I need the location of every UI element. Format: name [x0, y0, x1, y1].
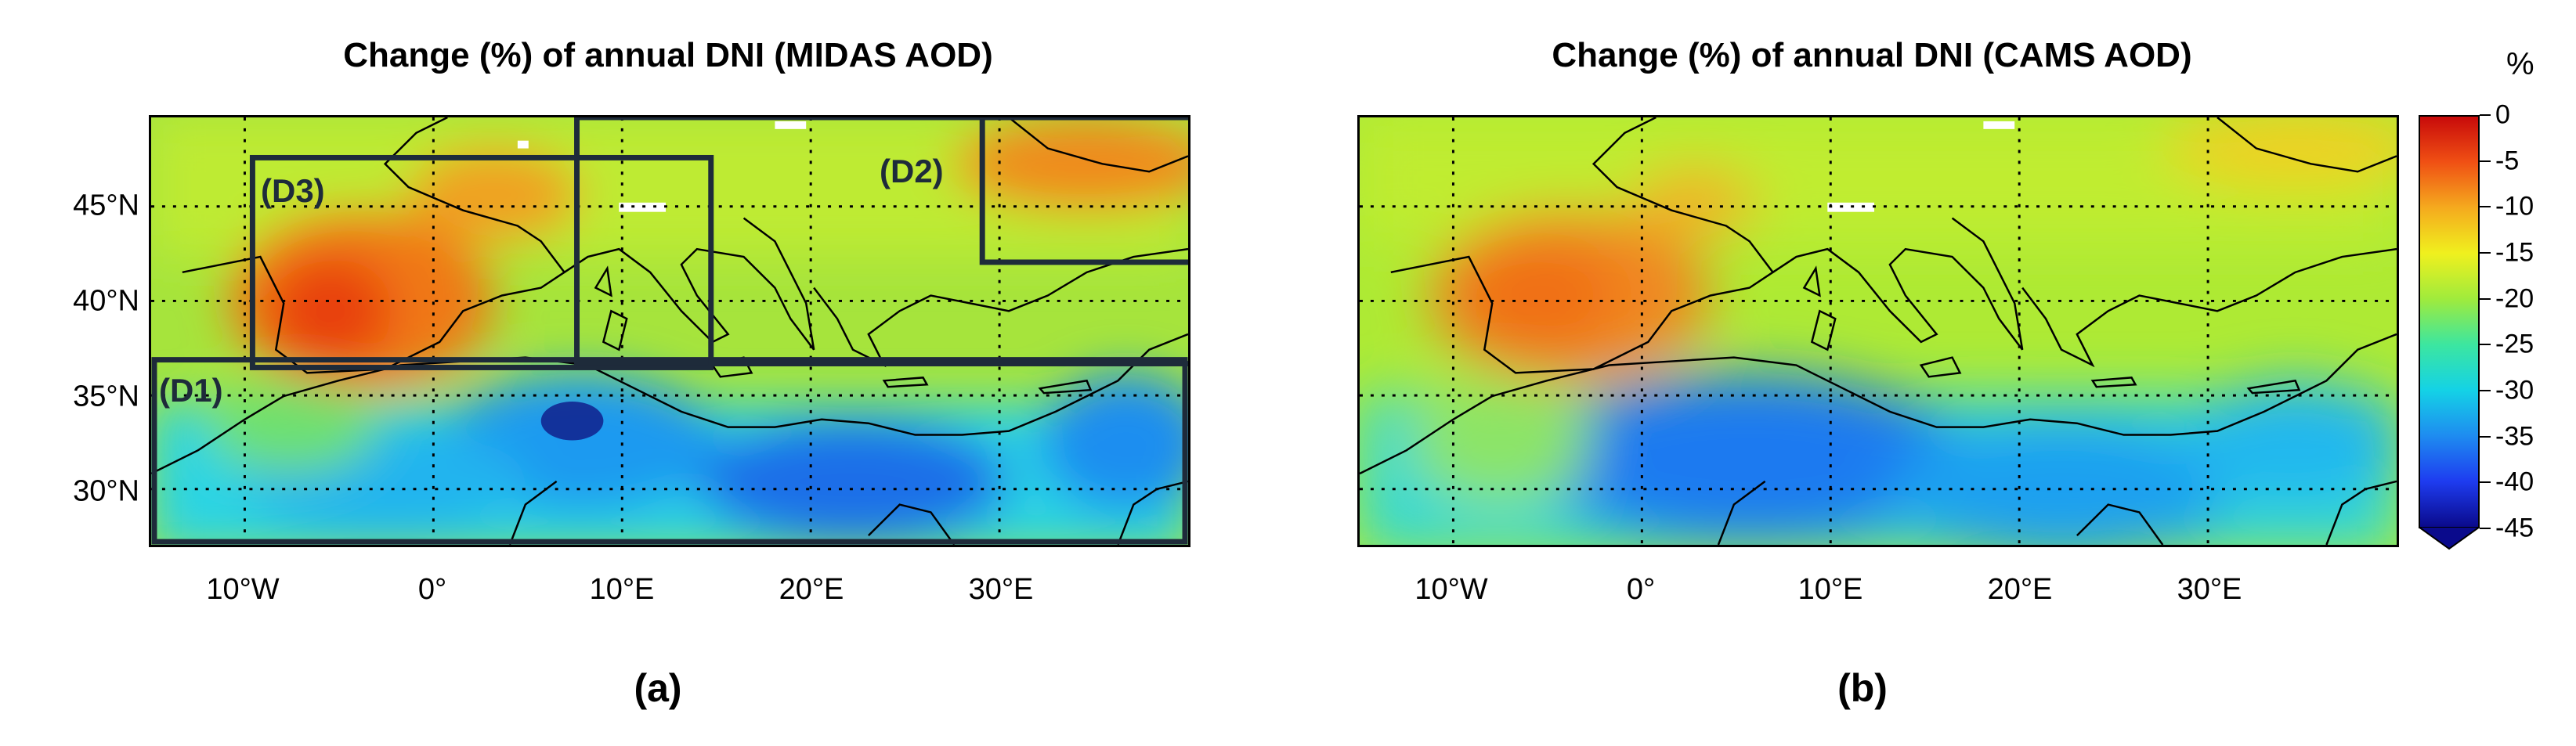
panel-a-xlabel-0: 0°: [417, 573, 447, 606]
colorbar-tick-label: -35: [2495, 421, 2534, 452]
panel-a-ylabel-35n: 35°N: [73, 380, 139, 413]
colorbar-tick-mark: [2480, 390, 2491, 391]
region-d1-box: [151, 357, 1188, 545]
panel-a-ylabel-30n: 30°N: [73, 474, 139, 508]
colorbar-tick-label: -25: [2495, 329, 2534, 359]
panel-b-map: [1357, 115, 2399, 547]
region-d1-label: (D1): [159, 372, 223, 409]
region-d2-label: (D2): [880, 153, 944, 189]
panel-b-xlabel-10w: 10°W: [1414, 573, 1488, 606]
colorbar-tick-mark: [2480, 252, 2491, 254]
panel-b-title: Change (%) of annual DNI (CAMS AOD): [1552, 36, 2192, 74]
colorbar: [2419, 115, 2480, 528]
panel-a-label: (a): [634, 666, 682, 710]
panel-b-xlabel-30e: 30°E: [2177, 573, 2242, 606]
colorbar-unit: %: [2506, 47, 2534, 81]
panel-a-xlabel-10w: 10°W: [206, 573, 280, 606]
region-d3-label: (D3): [261, 172, 325, 209]
colorbar-tick-mark: [2480, 206, 2491, 208]
panel-a-map: (D1) (D2) (D3): [149, 115, 1190, 547]
colorbar-tick-label: -10: [2495, 191, 2534, 222]
colorbar-tick-mark: [2480, 435, 2491, 438]
colorbar-tick-mark: [2480, 297, 2491, 300]
panel-b-map-graphic: [1360, 117, 2397, 545]
panel-b-xlabel-20e: 20°E: [1987, 573, 2053, 606]
panel-b-xlabel-10e: 10°E: [1797, 573, 1863, 606]
region-d2-sub-box: [979, 117, 1188, 265]
colorbar-tick-label: -40: [2495, 467, 2534, 497]
panel-a-xlabel-10e: 10°E: [589, 573, 655, 606]
colorbar-tick-label: 0: [2495, 99, 2510, 130]
colorbar-tick-mark: [2480, 481, 2491, 484]
region-d2-box: [574, 117, 1188, 367]
panel-b-label: (b): [1837, 666, 1888, 710]
panel-b-xlabel-0: 0°: [1626, 573, 1656, 606]
panel-a-ylabel-45n: 45°N: [73, 189, 139, 222]
colorbar-tick-mark: [2480, 114, 2491, 116]
panel-a-xlabel-30e: 30°E: [968, 573, 1034, 606]
panel-a-ylabel-40n: 40°N: [73, 284, 139, 318]
colorbar-tick-mark: [2480, 160, 2491, 162]
colorbar-tick-label: -20: [2495, 283, 2534, 314]
panel-a-xlabel-20e: 20°E: [779, 573, 844, 606]
colorbar-tick-label: -5: [2495, 146, 2520, 176]
colorbar-tick-label: -45: [2495, 513, 2534, 543]
colorbar-tip: [2419, 527, 2480, 550]
region-d3-box: [249, 154, 714, 370]
colorbar-tick-mark: [2480, 528, 2491, 529]
panel-a-map-graphic: [151, 117, 1188, 545]
colorbar-tick-mark: [2480, 344, 2491, 346]
panel-a-title: Change (%) of annual DNI (MIDAS AOD): [343, 36, 993, 74]
colorbar-tick-label: -30: [2495, 375, 2534, 405]
colorbar-tick-label: -15: [2495, 237, 2534, 268]
